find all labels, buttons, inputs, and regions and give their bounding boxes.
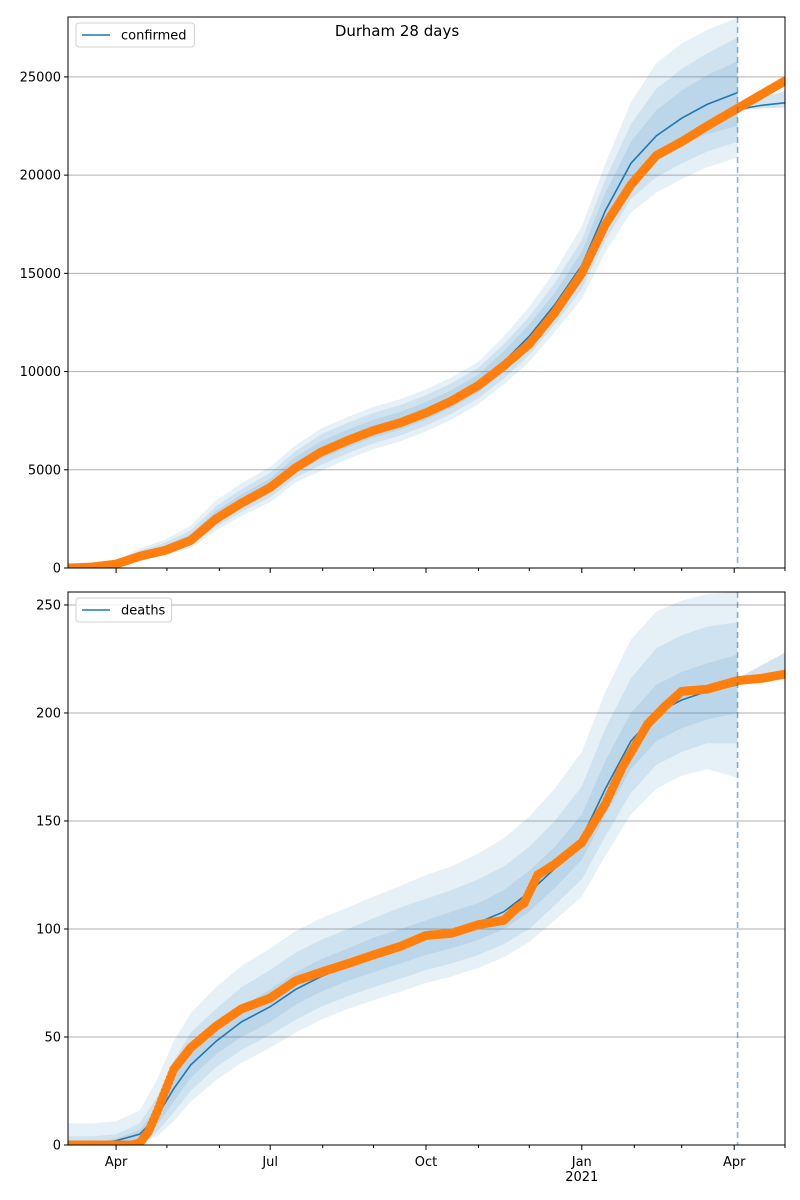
uncertainty-band [68,37,738,568]
legend-label: deaths [121,604,166,619]
plot-area [68,592,785,1145]
uncertainty-band [68,654,738,1145]
observed-point [780,76,785,86]
y-tick-label: 25000 [20,70,61,85]
figure-title: Durham 28 days [335,22,459,40]
legend: deaths [75,597,173,623]
axes-frame [67,16,786,569]
y-tick-label: 10000 [20,365,61,380]
uncertainty-band [68,17,738,568]
y-tick-label: 200 [36,706,61,721]
y-tick-label: 150 [36,814,61,829]
y-tick-label: 100 [36,922,61,937]
y-tick-label: 0 [53,562,61,577]
x-tick-label: 2021 [565,1170,598,1185]
legend-box [75,597,173,623]
legend-box [75,22,195,48]
confirmed-axes: 0 5000 10000 15000 20000 25000 confirmed [20,16,786,577]
uncertainty-band [68,61,738,568]
y-tick-label: 15000 [20,267,61,282]
y-tick-label: 0 [53,1139,61,1154]
y-tick-label: 50 [44,1030,61,1045]
legend-label: confirmed [121,29,187,44]
x-tick-label: Oct [415,1155,437,1170]
y-tick-label: 5000 [28,463,61,478]
x-tick-label: Jan [571,1155,592,1170]
y-tick-label: 250 [36,598,61,613]
plot-area [68,17,785,568]
y-tick-label: 20000 [20,169,61,184]
x-tick-label: Apr [105,1155,128,1170]
uncertainty-band [68,592,738,1145]
x-tick-label: Apr [723,1155,746,1170]
x-tick-label: Jul [261,1155,278,1170]
axes-frame [67,591,786,1146]
observed-point [780,669,785,679]
legend: confirmed [75,22,195,48]
